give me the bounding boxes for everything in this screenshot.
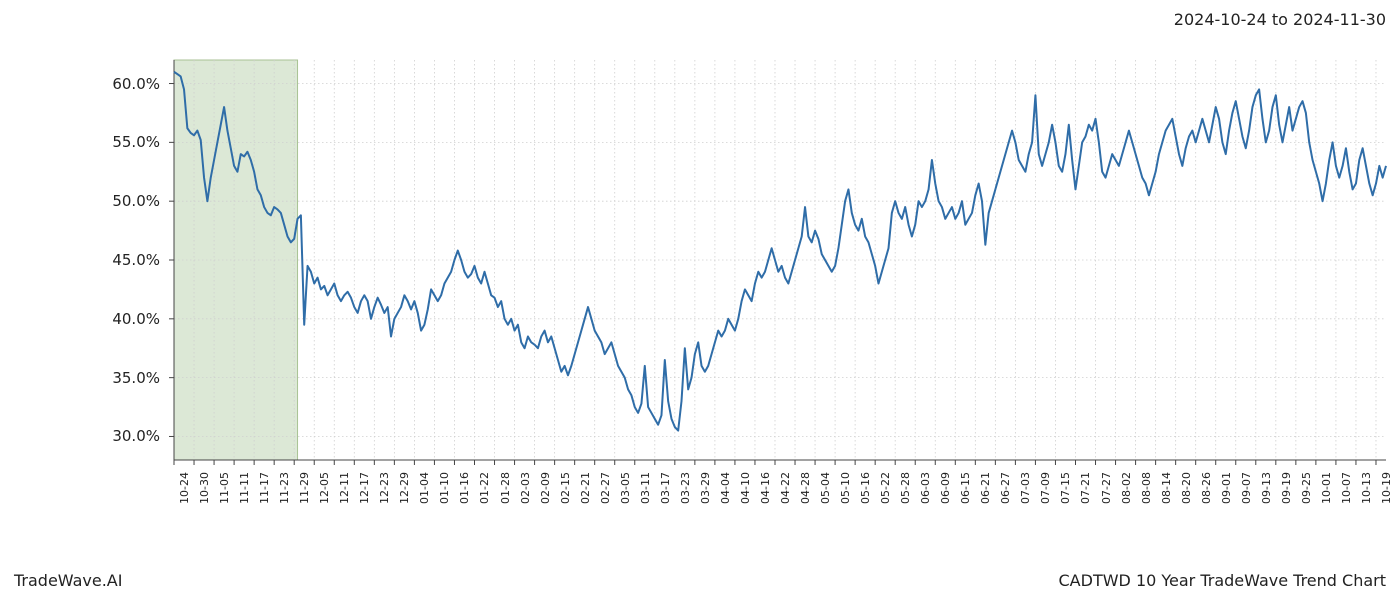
x-tick-label: 06-09 — [939, 472, 952, 504]
x-tick-label: 10-13 — [1360, 472, 1373, 504]
x-tick-label: 02-27 — [599, 472, 612, 504]
x-tick-label: 12-23 — [378, 472, 391, 504]
x-tick-label: 12-11 — [338, 472, 351, 504]
y-tick-label: 30.0% — [112, 427, 160, 445]
x-tick-label: 10-07 — [1340, 472, 1353, 504]
brand-label: TradeWave.AI — [14, 571, 122, 590]
x-tick-label: 05-10 — [839, 472, 852, 504]
x-tick-label: 03-29 — [699, 472, 712, 504]
x-tick-label: 08-26 — [1200, 472, 1213, 504]
x-tick-label: 04-04 — [719, 472, 732, 504]
y-tick-label: 40.0% — [112, 310, 160, 328]
y-tick-label: 35.0% — [112, 369, 160, 387]
x-tick-label: 11-05 — [218, 472, 231, 504]
x-tick-label: 02-15 — [559, 472, 572, 504]
x-tick-label: 10-30 — [198, 472, 211, 504]
x-tick-label: 11-23 — [278, 472, 291, 504]
x-tick-label: 06-21 — [979, 472, 992, 504]
x-tick-label: 06-03 — [919, 472, 932, 504]
x-tick-label: 12-17 — [358, 472, 371, 504]
chart-title: CADTWD 10 Year TradeWave Trend Chart — [1059, 571, 1387, 590]
x-tick-label: 11-17 — [258, 472, 271, 504]
x-tick-label: 01-28 — [499, 472, 512, 504]
x-tick-label: 03-11 — [639, 472, 652, 504]
x-tick-label: 09-07 — [1240, 472, 1253, 504]
x-tick-label: 09-13 — [1260, 472, 1273, 504]
x-tick-label: 06-27 — [999, 472, 1012, 504]
y-tick-label: 45.0% — [112, 251, 160, 269]
x-tick-label: 05-28 — [899, 472, 912, 504]
x-tick-label: 02-09 — [539, 472, 552, 504]
chart-container: 2024-10-24 to 2024-11-30 30.0%35.0%40.0%… — [0, 0, 1400, 600]
x-tick-label: 08-14 — [1160, 472, 1173, 504]
x-tick-label: 07-21 — [1079, 472, 1092, 504]
x-tick-label: 07-09 — [1039, 472, 1052, 504]
y-tick-label: 60.0% — [112, 75, 160, 93]
x-axis-labels: 10-24 10-30 11-05 11-11 11-17 11-23 11-29 12-05… — [174, 466, 1386, 546]
x-tick-label: 01-04 — [418, 472, 431, 504]
x-tick-label: 05-04 — [819, 472, 832, 504]
x-tick-label: 04-10 — [739, 472, 752, 504]
x-tick-label: 04-28 — [799, 472, 812, 504]
x-tick-label: 07-27 — [1100, 472, 1113, 504]
x-tick-label: 03-17 — [659, 472, 672, 504]
x-tick-label: 09-25 — [1300, 472, 1313, 504]
x-tick-label: 11-29 — [298, 472, 311, 504]
plot-area: 30.0%35.0%40.0%45.0%50.0%55.0%60.0% 10-2… — [174, 60, 1386, 460]
x-tick-label: 03-23 — [679, 472, 692, 504]
x-tick-label: 08-20 — [1180, 472, 1193, 504]
x-tick-label: 11-11 — [238, 472, 251, 504]
x-tick-label: 04-16 — [759, 472, 772, 504]
x-tick-label: 01-10 — [438, 472, 451, 504]
x-tick-label: 08-08 — [1140, 472, 1153, 504]
x-tick-label: 05-22 — [879, 472, 892, 504]
x-tick-label: 09-01 — [1220, 472, 1233, 504]
x-tick-label: 02-21 — [579, 472, 592, 504]
date-range-label: 2024-10-24 to 2024-11-30 — [1174, 10, 1386, 29]
x-tick-label: 10-19 — [1380, 472, 1393, 504]
x-tick-label: 08-02 — [1120, 472, 1133, 504]
x-tick-label: 07-15 — [1059, 472, 1072, 504]
x-tick-label: 04-22 — [779, 472, 792, 504]
x-tick-label: 01-22 — [478, 472, 491, 504]
x-tick-label: 09-19 — [1280, 472, 1293, 504]
y-tick-label: 55.0% — [112, 133, 160, 151]
y-tick-label: 50.0% — [112, 192, 160, 210]
x-tick-label: 10-01 — [1320, 472, 1333, 504]
x-tick-label: 10-24 — [178, 472, 191, 504]
x-tick-label: 07-03 — [1019, 472, 1032, 504]
chart-svg — [174, 60, 1386, 460]
x-tick-label: 05-16 — [859, 472, 872, 504]
x-tick-label: 02-03 — [519, 472, 532, 504]
x-tick-label: 03-05 — [619, 472, 632, 504]
x-tick-label: 12-05 — [318, 472, 331, 504]
x-tick-label: 06-15 — [959, 472, 972, 504]
x-tick-label: 12-29 — [398, 472, 411, 504]
x-tick-label: 01-16 — [458, 472, 471, 504]
